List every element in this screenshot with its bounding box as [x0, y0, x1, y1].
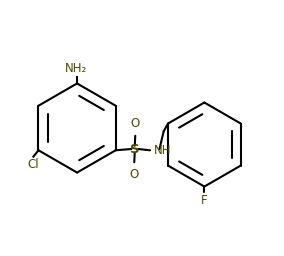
- Text: F: F: [201, 194, 208, 207]
- Text: NH: NH: [154, 144, 171, 157]
- Text: S: S: [130, 143, 139, 155]
- Text: O: O: [131, 117, 140, 130]
- Text: O: O: [130, 168, 139, 181]
- Text: NH₂: NH₂: [65, 62, 87, 75]
- Text: Cl: Cl: [28, 158, 39, 172]
